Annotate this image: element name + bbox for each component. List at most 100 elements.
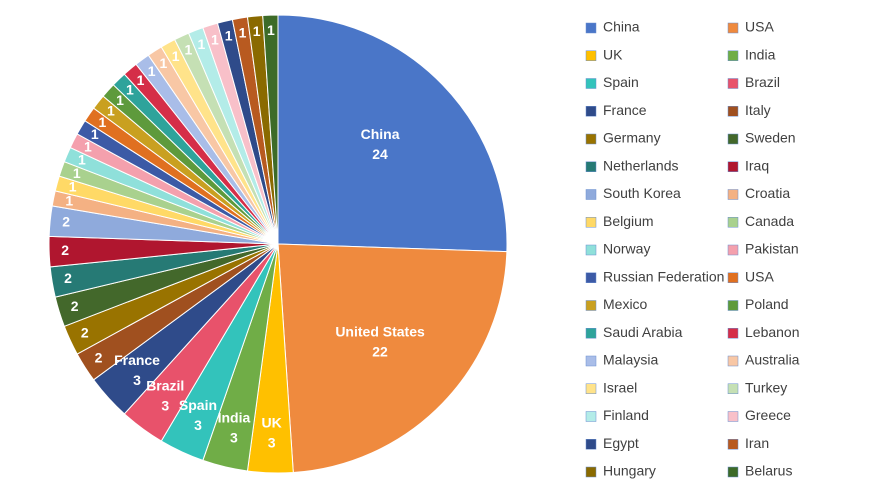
legend-label: Sweden xyxy=(745,130,796,146)
legend-swatch xyxy=(585,300,597,311)
legend-label: China xyxy=(603,19,640,35)
legend-swatch xyxy=(585,244,597,256)
slice-value: 3 xyxy=(161,398,169,414)
legend-label: UK xyxy=(603,46,623,62)
legend-swatch xyxy=(727,78,739,89)
legend-swatch xyxy=(727,328,739,339)
slice-value: 1 xyxy=(253,23,261,39)
pie-slice xyxy=(277,14,508,253)
legend-swatch xyxy=(585,217,597,228)
legend-swatch xyxy=(727,133,739,145)
slice-value: 3 xyxy=(194,417,202,433)
legend-label: Croatia xyxy=(745,185,790,201)
legend-label: Israel xyxy=(603,379,637,395)
pie-slice xyxy=(277,243,508,474)
legend-label: Belarus xyxy=(745,463,792,479)
slice-value: 1 xyxy=(225,28,233,44)
slice-value: 1 xyxy=(211,31,219,47)
legend-swatch xyxy=(727,217,739,228)
legend-swatch xyxy=(585,50,597,61)
legend-swatch xyxy=(585,106,597,117)
legend-label: Iraq xyxy=(745,157,769,173)
legend-swatch xyxy=(585,133,597,145)
legend-swatch xyxy=(585,383,597,394)
legend-label: Iran xyxy=(745,435,769,451)
legend-swatch xyxy=(727,22,739,34)
legend-swatch xyxy=(585,328,597,339)
legend-label: Pakistan xyxy=(745,241,799,257)
slice-value: 3 xyxy=(133,372,141,388)
slice-value: 1 xyxy=(84,139,92,155)
legend-swatch xyxy=(585,466,597,478)
slice-value: 24 xyxy=(372,146,388,162)
legend-label: Canada xyxy=(745,213,794,229)
slice-value: 1 xyxy=(137,72,145,88)
legend-swatch xyxy=(585,439,597,450)
slice-value: 2 xyxy=(81,324,89,340)
legend-swatch xyxy=(585,161,597,172)
slice-value: 1 xyxy=(126,82,134,98)
legend-label: Germany xyxy=(603,130,661,146)
slice-name: India xyxy=(218,410,251,426)
legend-swatch xyxy=(727,383,739,394)
legend-label: South Korea xyxy=(603,185,681,201)
legend-swatch xyxy=(585,272,597,283)
slice-name: United States xyxy=(335,323,425,339)
legend-swatch xyxy=(727,50,739,61)
legend-label: Turkey xyxy=(745,379,787,395)
slice-value: 2 xyxy=(71,298,79,314)
slice-value: 2 xyxy=(95,349,103,365)
legend-label: Malaysia xyxy=(603,352,658,368)
slice-value: 1 xyxy=(184,42,192,58)
slice-value: 1 xyxy=(69,178,77,194)
slice-value: 1 xyxy=(73,165,81,181)
legend-label: Saudi Arabia xyxy=(603,324,683,340)
slice-value: 2 xyxy=(64,270,72,286)
legend-swatch xyxy=(727,272,739,283)
legend-label: Netherlands xyxy=(603,157,679,173)
legend-label: Belgium xyxy=(603,213,654,229)
slice-value: 3 xyxy=(268,435,276,451)
legend-label: Russian Federation xyxy=(603,268,724,284)
legend-label: India xyxy=(745,46,776,62)
legend-swatch xyxy=(727,439,739,450)
legend-swatch xyxy=(727,106,739,117)
legend-label: Egypt xyxy=(603,435,639,451)
legend-swatch xyxy=(727,355,739,367)
slice-value: 2 xyxy=(62,213,70,229)
slice-value: 22 xyxy=(372,343,388,359)
slice-value: 1 xyxy=(148,63,156,79)
legend-label: Australia xyxy=(745,352,800,368)
slice-value: 1 xyxy=(239,25,247,41)
slice-name: UK xyxy=(262,415,282,431)
legend-label: Mexico xyxy=(603,296,648,312)
legend-swatch xyxy=(585,411,597,422)
legend-label: USA xyxy=(745,268,774,284)
legend-swatch xyxy=(727,300,739,311)
legend-label: Poland xyxy=(745,296,789,312)
legend-swatch xyxy=(727,466,739,478)
legend-swatch xyxy=(727,189,739,200)
slice-value: 1 xyxy=(65,192,73,208)
legend-label: Italy xyxy=(745,102,771,118)
slice-value: 1 xyxy=(78,152,86,168)
legend-label: Hungary xyxy=(603,463,656,479)
legend-label: Norway xyxy=(603,241,650,257)
slice-value: 2 xyxy=(61,242,69,258)
slice-value: 1 xyxy=(116,92,124,108)
legend-swatch xyxy=(585,78,597,89)
legend-swatch xyxy=(585,355,597,367)
slice-value: 1 xyxy=(198,36,206,52)
legend-label: Brazil xyxy=(745,74,780,90)
legend-swatch xyxy=(585,189,597,200)
legend-label: Lebanon xyxy=(745,324,800,340)
slice-value: 3 xyxy=(230,430,238,446)
slice-value: 1 xyxy=(99,114,107,130)
slice-name: Spain xyxy=(179,397,217,413)
slice-name: Brazil xyxy=(146,378,184,394)
legend-swatch xyxy=(727,244,739,256)
slice-value: 1 xyxy=(172,48,180,64)
slice-value: 1 xyxy=(107,103,115,119)
legend-label: France xyxy=(603,102,647,118)
